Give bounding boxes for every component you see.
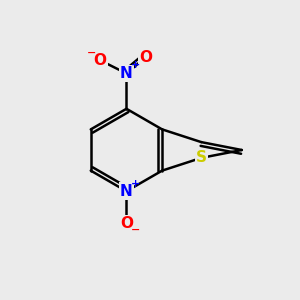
Text: +: + bbox=[131, 179, 140, 189]
Text: O: O bbox=[139, 50, 152, 65]
Text: O: O bbox=[120, 216, 133, 231]
Text: S: S bbox=[196, 150, 207, 165]
Text: −: − bbox=[86, 48, 96, 58]
Text: N: N bbox=[120, 184, 133, 199]
Text: N: N bbox=[120, 66, 133, 81]
Text: +: + bbox=[131, 60, 140, 70]
Text: O: O bbox=[93, 53, 106, 68]
Text: −: − bbox=[130, 225, 140, 235]
